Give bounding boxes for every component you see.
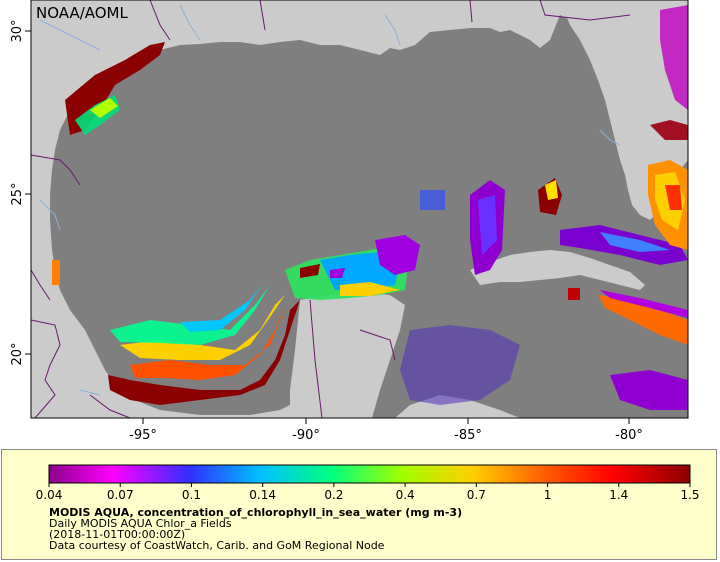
colorbar-tick-label: 0.7: [467, 488, 486, 502]
colorbar-tick-label: 0.14: [249, 488, 276, 502]
colorbar-tick-label: 1.5: [680, 488, 699, 502]
legend-subtitle: Daily MODIS AQUA Chlor_a Fields: [49, 517, 232, 530]
legend-credit: Data courtesy of CoastWatch, Carib. and …: [49, 539, 385, 552]
map-figure: -95° -90° -85° -80° 30° 25° 20°: [10, 0, 689, 443]
land-cuba: [470, 250, 645, 290]
legend-panel: 0.04 0.07 0.1 0.14 0.2 0.4 0.7 1 1.4 1.5 MODIS AQ…: [1, 449, 717, 560]
colorbar-ticks: 0.04 0.07 0.1 0.14 0.2 0.4 0.7 1 1.4 1.5: [36, 483, 700, 502]
y-tick-label: 20°: [10, 342, 25, 365]
colorbar-gradient: [48, 464, 691, 484]
x-tick-label: -90°: [292, 428, 320, 443]
map-frame: [30, 0, 689, 419]
legend-title: MODIS AQUA, concentration_of_chlorophyll…: [49, 506, 463, 519]
colorbar-tick-label: 0.4: [396, 488, 415, 502]
colorbar-tick-label: 1: [544, 488, 552, 502]
colorbar-tick-label: 0.07: [107, 488, 134, 502]
colorbar-tick-label: 0.04: [36, 488, 63, 502]
x-tick-label: -80°: [615, 428, 643, 443]
axis-ticks: [25, 30, 630, 424]
land-yucatan: [290, 292, 405, 418]
rivers: [39, 4, 621, 396]
colorbar-tick-label: 1.4: [609, 488, 628, 502]
colorbar-tick-label: 0.2: [324, 488, 343, 502]
y-tick-label: 25°: [10, 182, 25, 205]
x-tick-label: -95°: [129, 428, 157, 443]
legend-date: (2018-11-01T00:00:00Z): [49, 528, 186, 541]
map-area: [30, 0, 689, 419]
chlorophyll-overlay: [52, 5, 688, 410]
colorbar: 0.04 0.07 0.1 0.14 0.2 0.4 0.7 1 1.4 1.5: [36, 464, 700, 502]
colorbar-tick-label: 0.1: [182, 488, 201, 502]
political-boundaries: [30, 0, 631, 419]
x-tick-label: -85°: [454, 428, 482, 443]
y-tick-label: 30°: [10, 19, 25, 42]
credit-label: NOAA/AOML: [36, 4, 128, 22]
